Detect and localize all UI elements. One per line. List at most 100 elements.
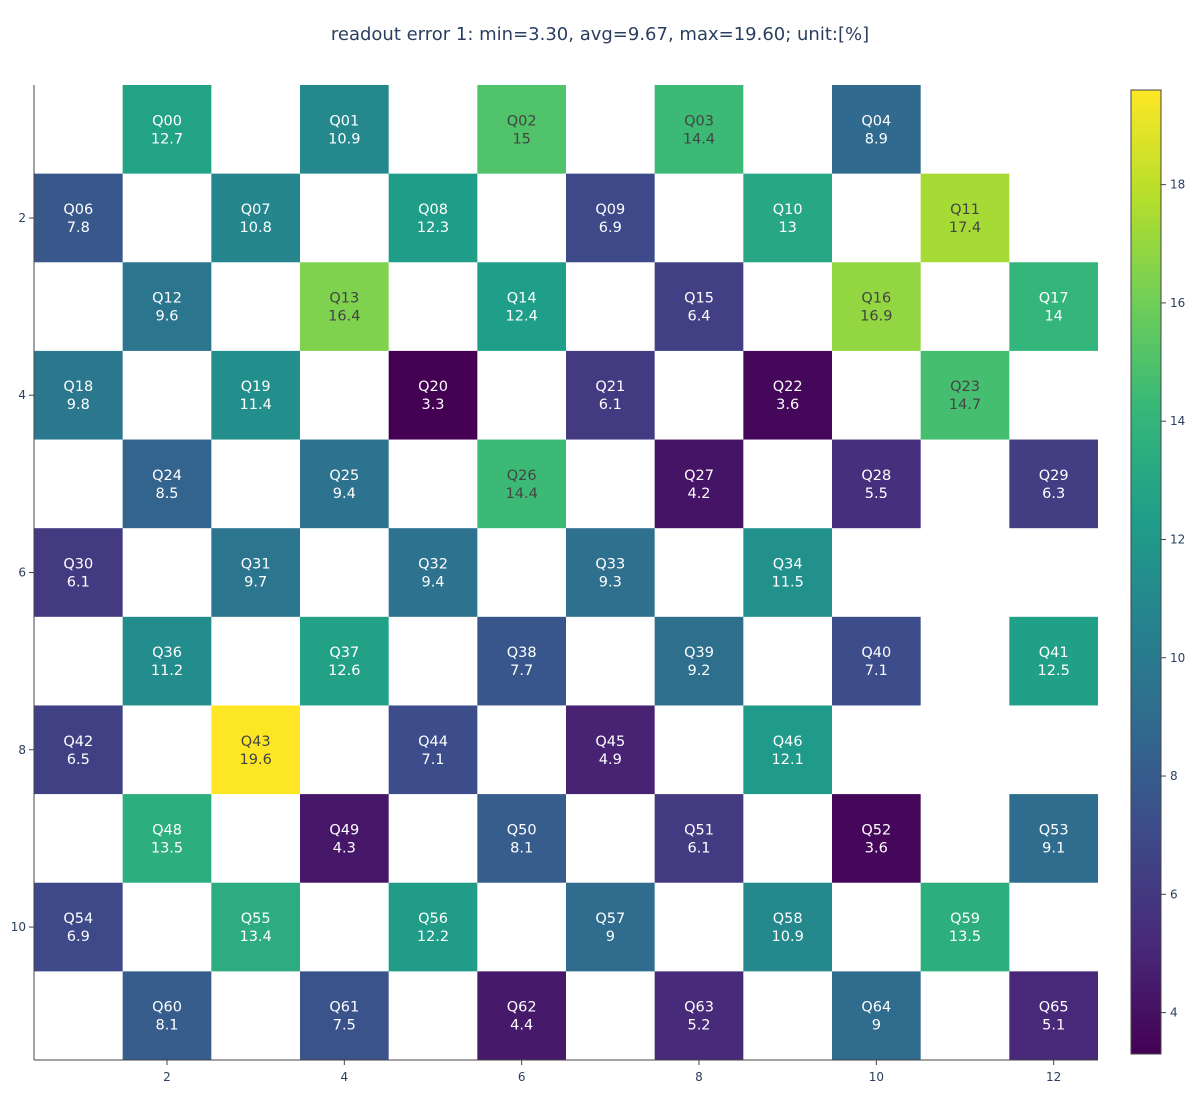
cell-qubit-label: Q16 (861, 291, 891, 307)
cell-qubit-label: Q51 (684, 822, 714, 838)
colorbar-tick-label: 16 (1170, 296, 1185, 310)
heatmap-cell-q60 (122, 971, 212, 1060)
cell-value-label: 7.8 (67, 220, 90, 236)
y-tick-label: 6 (18, 566, 26, 580)
heatmap-cell-q20 (388, 350, 478, 440)
heatmap-cell-q08 (388, 173, 478, 263)
cell-value-label: 4.3 (333, 840, 356, 856)
colorbar-tick-label: 6 (1170, 887, 1178, 901)
cell-qubit-label: Q62 (507, 1000, 537, 1016)
cell-value-label: 10.8 (240, 220, 272, 236)
cell-qubit-label: Q03 (684, 113, 714, 129)
cell-qubit-label: Q37 (329, 645, 359, 661)
heatmap-cell-q02 (477, 85, 566, 174)
cell-qubit-label: Q25 (329, 468, 359, 484)
cell-value-label: 13.4 (240, 929, 272, 945)
cell-value-label: 13.5 (151, 840, 183, 856)
heatmap-cell-q34 (743, 528, 832, 617)
cell-value-label: 9 (872, 1018, 881, 1034)
heatmap-cell-q44 (388, 705, 478, 795)
cell-value-label: 10.9 (328, 131, 360, 147)
heatmap-cell-q00 (122, 85, 212, 174)
cell-value-label: 9.3 (599, 575, 622, 591)
cell-value-label: 12.4 (506, 309, 538, 325)
heatmap-cell-q64 (832, 971, 921, 1060)
cell-value-label: 6.1 (67, 575, 90, 591)
cell-value-label: 11.5 (772, 575, 804, 591)
heatmap-cell-q53 (1009, 794, 1098, 883)
heatmap-cell-q28 (832, 439, 921, 529)
cell-qubit-label: Q60 (152, 1000, 182, 1016)
heatmap-cell-q21 (566, 350, 655, 440)
heatmap-cell-q07 (211, 173, 300, 263)
axes: 2 4 6 8 10 12 2 4 6 8 10 (11, 85, 1098, 1084)
cell-qubit-label: Q24 (152, 468, 182, 484)
heatmap-cell-q33 (566, 528, 655, 617)
heatmap-cell-q36 (122, 616, 212, 706)
heatmap-cell-q24 (122, 439, 212, 529)
cell-value-label: 7.5 (333, 1018, 356, 1034)
cell-qubit-label: Q30 (63, 557, 93, 573)
cell-qubit-label: Q06 (63, 202, 93, 218)
cell-qubit-label: Q15 (684, 291, 714, 307)
heatmap-cell-q49 (300, 794, 389, 883)
cell-qubit-label: Q13 (329, 291, 359, 307)
cell-value-label: 14.7 (949, 397, 981, 413)
cell-value-label: 7.7 (510, 663, 533, 679)
cell-value-label: 8.1 (155, 1018, 178, 1034)
colorbar-tick-label: 18 (1170, 178, 1185, 192)
cell-value-label: 9.4 (421, 575, 444, 591)
x-tick-label: 2 (163, 1070, 171, 1084)
cell-qubit-label: Q09 (595, 202, 625, 218)
cell-value-label: 9.4 (333, 486, 356, 502)
heatmap-cell-q23 (920, 350, 1010, 440)
heatmap-cell-q50 (477, 794, 566, 883)
heatmap-cell-q12 (122, 262, 212, 351)
heatmap-cell-q61 (300, 971, 389, 1060)
cell-value-label: 14.4 (683, 131, 715, 147)
cell-value-label: 14 (1044, 309, 1062, 325)
cell-value-label: 9.1 (1042, 840, 1065, 856)
cell-qubit-label: Q11 (950, 202, 980, 218)
heatmap-cell-q54 (34, 882, 123, 972)
cell-qubit-label: Q12 (152, 291, 182, 307)
colorbar-gradient (1130, 89, 1162, 1055)
heatmap-cell-q58 (743, 882, 832, 972)
cell-value-label: 9.6 (155, 309, 178, 325)
cell-value-label: 8.5 (155, 486, 178, 502)
cell-value-label: 13 (778, 220, 796, 236)
cell-value-label: 14.4 (506, 486, 538, 502)
cell-qubit-label: Q63 (684, 1000, 714, 1016)
heatmap-cell-q63 (654, 971, 744, 1060)
cell-value-label: 9.7 (244, 575, 267, 591)
cell-value-label: 17.4 (949, 220, 981, 236)
heatmap-cell-q45 (566, 705, 655, 795)
colorbar: 4 6 8 10 12 14 16 18 (1130, 89, 1185, 1055)
cell-value-label: 6.3 (1042, 486, 1065, 502)
heatmap-cell-q57 (566, 882, 655, 972)
heatmap-cell-q32 (388, 528, 478, 617)
cell-qubit-label: Q26 (507, 468, 537, 484)
cell-qubit-label: Q28 (861, 468, 891, 484)
cell-qubit-label: Q58 (773, 911, 803, 927)
colorbar-tick-label: 12 (1170, 532, 1185, 546)
cell-qubit-label: Q20 (418, 379, 448, 395)
cell-qubit-label: Q44 (418, 734, 448, 750)
cell-value-label: 5.2 (687, 1018, 710, 1034)
cell-value-label: 12.3 (417, 220, 449, 236)
heatmap-cell-q06 (34, 173, 123, 263)
cell-qubit-label: Q23 (950, 379, 980, 395)
heatmap-cell-q41 (1009, 616, 1098, 706)
cell-value-label: 6.4 (687, 309, 710, 325)
cell-qubit-label: Q48 (152, 822, 182, 838)
cell-qubit-label: Q21 (595, 379, 625, 395)
cell-qubit-label: Q57 (595, 911, 625, 927)
heatmap-cell-q52 (832, 794, 921, 883)
heatmap-cell-q13 (300, 262, 389, 351)
cell-value-label: 8.9 (865, 131, 888, 147)
heatmap-cell-q03 (654, 85, 744, 174)
cell-qubit-label: Q01 (329, 113, 359, 129)
cell-qubit-label: Q61 (329, 1000, 359, 1016)
cell-value-label: 16.9 (860, 309, 892, 325)
cell-value-label: 9 (606, 929, 615, 945)
